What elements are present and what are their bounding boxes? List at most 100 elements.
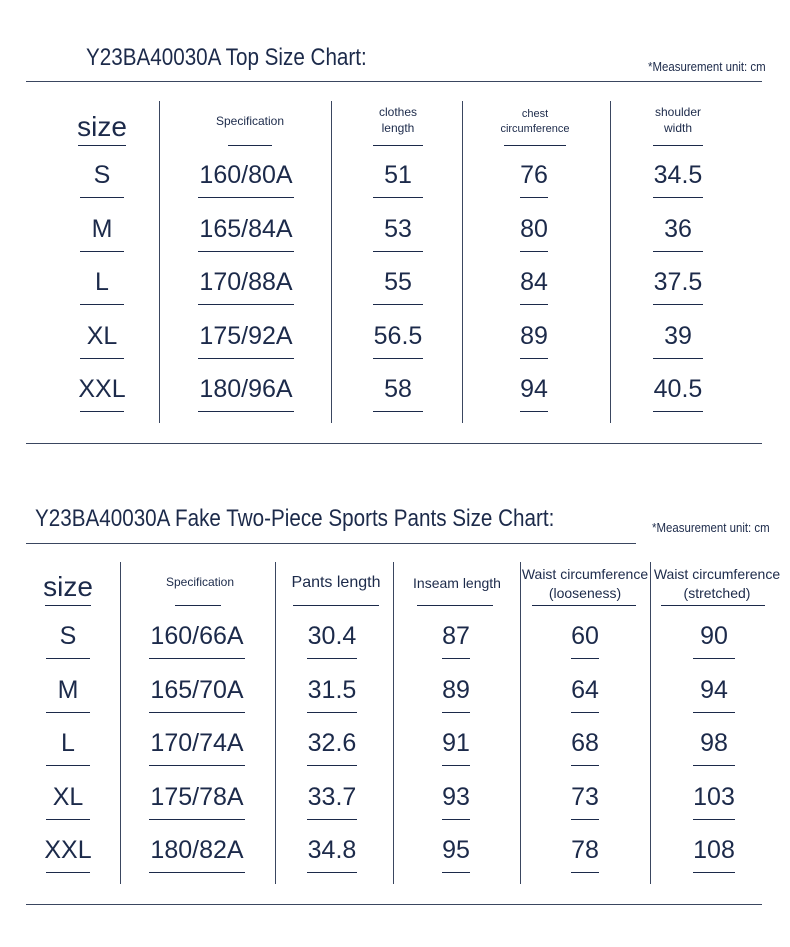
pants-cell-size: L bbox=[61, 729, 75, 757]
pants-divider bbox=[393, 562, 394, 884]
top-header-length-line2: length bbox=[381, 121, 415, 136]
top-cell-underline bbox=[520, 357, 548, 359]
pants-cell-underline bbox=[46, 872, 90, 873]
top-cell-underline bbox=[198, 197, 294, 198]
top-unit-note: *Measurement unit: cm bbox=[648, 59, 766, 74]
top-header-chest-line2: circumference bbox=[500, 122, 570, 135]
pants-cell-inseam: 89 bbox=[442, 675, 470, 704]
top-header-chest-line1: chest bbox=[521, 108, 549, 120]
pants-cell-underline bbox=[442, 711, 470, 713]
top-cell-underline bbox=[80, 250, 124, 252]
pants-cell-underline bbox=[571, 872, 599, 873]
pants-header-spec: Specification bbox=[165, 575, 235, 589]
pants-cell-waist_loose: 64 bbox=[571, 675, 599, 704]
top-cell-size: S bbox=[93, 161, 111, 189]
top-cell-size: M bbox=[91, 214, 113, 243]
top-header-underline bbox=[504, 145, 566, 146]
top-cell-shoulder: 36 bbox=[664, 214, 692, 243]
pants-cell-underline bbox=[307, 711, 357, 713]
pants-cell-inseam: 91 bbox=[442, 729, 470, 757]
pants-cell-underline bbox=[571, 818, 599, 820]
pants-header-size: size bbox=[43, 571, 93, 602]
top-cell-underline bbox=[373, 250, 423, 252]
top-header-spec: Specification bbox=[215, 114, 285, 128]
pants-cell-underline bbox=[571, 765, 599, 766]
top-cell-spec: 180/96A bbox=[199, 375, 293, 403]
top-cell-underline bbox=[198, 304, 294, 305]
top-cell-underline bbox=[520, 197, 548, 198]
pants-cell-underline bbox=[307, 658, 357, 659]
pants-cell-waist_loose: 73 bbox=[571, 782, 599, 811]
pants-divider bbox=[520, 562, 521, 884]
pants-cell-size: XL bbox=[52, 782, 84, 811]
pants-bottom-rule bbox=[26, 904, 762, 905]
top-cell-shoulder: 34.5 bbox=[653, 161, 703, 189]
top-header-underline bbox=[78, 145, 126, 146]
top-cell-underline bbox=[520, 304, 548, 305]
top-cell-underline bbox=[653, 411, 703, 412]
pants-cell-inseam: 95 bbox=[442, 836, 470, 864]
pants-cell-pants_length: 30.4 bbox=[307, 622, 357, 650]
pants-cell-underline bbox=[149, 765, 245, 766]
pants-cell-waist_loose: 78 bbox=[571, 836, 599, 864]
top-cell-underline bbox=[373, 197, 423, 198]
pants-cell-spec: 165/70A bbox=[150, 675, 244, 704]
pants-cell-underline bbox=[46, 765, 90, 766]
pants-divider bbox=[650, 562, 651, 884]
top-cell-length: 58 bbox=[384, 375, 412, 403]
top-header-underline bbox=[228, 145, 272, 146]
top-cell-underline bbox=[653, 357, 703, 359]
top-cell-chest: 94 bbox=[520, 375, 548, 403]
top-cell-underline bbox=[373, 411, 423, 412]
pants-cell-underline bbox=[693, 818, 735, 820]
pants-cell-underline bbox=[307, 765, 357, 766]
top-cell-chest: 76 bbox=[520, 161, 548, 189]
pants-header-waist-stretch: Waist circumference (stretched) bbox=[651, 565, 783, 603]
pants-cell-underline bbox=[307, 818, 357, 820]
pants-cell-waist_loose: 60 bbox=[571, 622, 599, 650]
pants-cell-spec: 175/78A bbox=[150, 782, 244, 811]
pants-cell-spec: 160/66A bbox=[150, 622, 244, 650]
pants-cell-underline bbox=[149, 818, 245, 820]
pants-header-underline bbox=[175, 605, 221, 606]
pants-cell-underline bbox=[46, 818, 90, 820]
top-cell-size: XXL bbox=[78, 375, 126, 403]
pants-header-length: Pants length bbox=[291, 574, 381, 591]
top-cell-size: L bbox=[95, 268, 109, 296]
pants-header-underline bbox=[45, 605, 91, 606]
pants-cell-underline bbox=[442, 818, 470, 820]
top-cell-spec: 175/92A bbox=[199, 321, 293, 350]
top-cell-underline bbox=[520, 250, 548, 252]
top-cell-spec: 160/80A bbox=[199, 161, 293, 189]
pants-header-underline bbox=[417, 605, 493, 606]
top-cell-length: 51 bbox=[384, 161, 412, 189]
top-cell-underline bbox=[653, 250, 703, 252]
top-header-underline bbox=[373, 145, 423, 146]
top-cell-underline bbox=[198, 411, 294, 412]
top-cell-chest: 84 bbox=[520, 268, 548, 296]
pants-cell-waist_stretch: 103 bbox=[693, 782, 735, 811]
pants-cell-waist_stretch: 90 bbox=[700, 622, 728, 650]
pants-header-waist-stretch-line1: Waist circumference bbox=[653, 566, 781, 582]
top-cell-underline bbox=[80, 304, 124, 305]
pants-cell-pants_length: 32.6 bbox=[307, 729, 357, 757]
top-header-chest: chest circumference bbox=[475, 107, 595, 137]
pants-cell-pants_length: 31.5 bbox=[307, 675, 357, 704]
pants-header-underline bbox=[293, 605, 379, 606]
pants-header-waist-loose-line2: (looseness) bbox=[548, 584, 622, 601]
top-cell-spec: 170/88A bbox=[199, 268, 293, 296]
top-cell-length: 56.5 bbox=[373, 321, 423, 350]
top-chart-title: Y23BA40030A Top Size Chart: bbox=[86, 44, 367, 71]
pants-header-inseam: Inseam length bbox=[413, 575, 501, 591]
pants-cell-underline bbox=[442, 872, 470, 873]
pants-cell-waist_loose: 68 bbox=[571, 729, 599, 757]
pants-cell-inseam: 87 bbox=[442, 622, 470, 650]
pants-cell-underline bbox=[442, 765, 470, 766]
pants-cell-underline bbox=[571, 658, 599, 659]
top-header-shoulder-line2: width bbox=[663, 121, 692, 136]
pants-cell-underline bbox=[46, 711, 90, 713]
top-cell-underline bbox=[198, 357, 294, 359]
top-cell-size: XL bbox=[86, 321, 118, 350]
top-cell-underline bbox=[653, 197, 703, 198]
pants-cell-underline bbox=[307, 872, 357, 873]
